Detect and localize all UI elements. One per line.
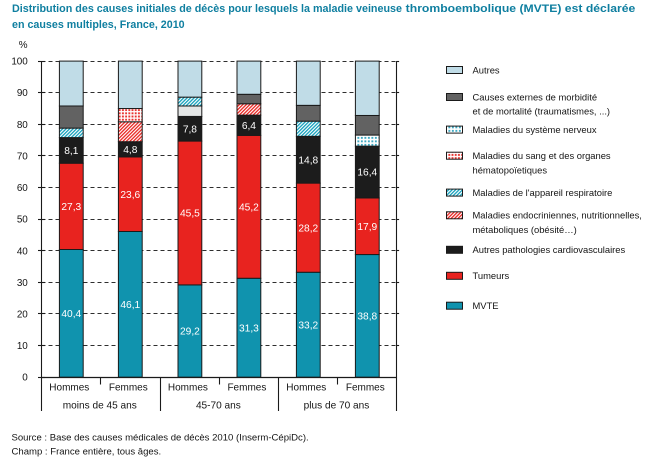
svg-text:20: 20 bbox=[17, 310, 28, 321]
svg-text:métaboliques (obésité…): métaboliques (obésité…) bbox=[473, 224, 577, 235]
svg-text:thromboembolique (MVTE) est dé: thromboembolique (MVTE) est déclarée bbox=[406, 3, 636, 15]
svg-text:33,2: 33,2 bbox=[298, 320, 318, 331]
svg-text:Maladies endocriniennes, nutri: Maladies endocriniennes, nutritionnelles… bbox=[473, 210, 642, 221]
svg-text:Femmes: Femmes bbox=[227, 382, 266, 393]
svg-text:et de mortalité (traumatismes,: et de mortalité (traumatismes, ...) bbox=[473, 106, 611, 117]
svg-text:90: 90 bbox=[17, 88, 28, 99]
svg-text:80: 80 bbox=[17, 120, 28, 131]
svg-text:hématopoïetiques: hématopoïetiques bbox=[473, 164, 548, 175]
svg-text:7,8: 7,8 bbox=[183, 124, 197, 135]
svg-text:27,3: 27,3 bbox=[61, 202, 81, 213]
svg-text:8,1: 8,1 bbox=[64, 146, 78, 157]
svg-text:0: 0 bbox=[22, 373, 28, 384]
svg-text:Maladies du sang et des organe: Maladies du sang et des organes bbox=[473, 150, 611, 161]
svg-text:40: 40 bbox=[17, 246, 28, 257]
svg-text:Autres: Autres bbox=[473, 64, 500, 75]
svg-text:Femmes: Femmes bbox=[109, 382, 148, 393]
svg-text:60: 60 bbox=[17, 183, 28, 194]
svg-text:70: 70 bbox=[17, 151, 28, 162]
svg-text:30: 30 bbox=[17, 278, 28, 289]
svg-text:Champ : France entière, tous â: Champ : France entière, tous âges. bbox=[12, 447, 162, 458]
svg-text:Hommes: Hommes bbox=[49, 382, 89, 393]
svg-text:Femmes: Femmes bbox=[346, 382, 385, 393]
svg-text:en causes multiples, France, 2: en causes multiples, France, 2010 bbox=[12, 19, 185, 31]
svg-text:16,4: 16,4 bbox=[357, 168, 377, 179]
svg-text:38,8: 38,8 bbox=[357, 312, 377, 323]
svg-text:Tumeurs: Tumeurs bbox=[473, 270, 510, 281]
svg-text:Causes externes de morbidité: Causes externes de morbidité bbox=[473, 91, 598, 102]
svg-text:6,4: 6,4 bbox=[242, 121, 256, 132]
svg-text:Autres pathologies cardiovascu: Autres pathologies cardiovasculaires bbox=[473, 244, 626, 255]
svg-text:Source : Base des causes médic: Source : Base des causes médicales de dé… bbox=[12, 432, 309, 443]
svg-text:4,8: 4,8 bbox=[123, 145, 137, 156]
svg-text:%: % bbox=[19, 40, 28, 51]
svg-text:plus de 70 ans: plus de 70 ans bbox=[304, 401, 370, 412]
svg-text:Hommes: Hommes bbox=[286, 382, 326, 393]
svg-text:46,1: 46,1 bbox=[120, 300, 140, 311]
svg-text:29,2: 29,2 bbox=[180, 327, 200, 338]
svg-text:Maladies du système nerveux: Maladies du système nerveux bbox=[473, 124, 597, 135]
svg-text:Hommes: Hommes bbox=[168, 382, 208, 393]
svg-text:10: 10 bbox=[17, 341, 28, 352]
svg-text:28,2: 28,2 bbox=[298, 223, 318, 234]
svg-text:100: 100 bbox=[11, 57, 28, 68]
svg-text:31,3: 31,3 bbox=[239, 323, 259, 334]
svg-text:14,8: 14,8 bbox=[298, 155, 318, 166]
svg-text:45,2: 45,2 bbox=[239, 202, 259, 213]
svg-text:40,4: 40,4 bbox=[61, 309, 81, 320]
svg-text:MVTE: MVTE bbox=[473, 300, 499, 311]
svg-text:Maladies de l'appareil respira: Maladies de l'appareil respiratoire bbox=[473, 187, 613, 198]
svg-text:50: 50 bbox=[17, 215, 28, 226]
svg-text:23,6: 23,6 bbox=[120, 190, 140, 201]
svg-text:Distribution des causes initia: Distribution des causes initiales de déc… bbox=[12, 3, 402, 15]
svg-text:moins de 45 ans: moins de 45 ans bbox=[63, 401, 137, 412]
svg-text:17,9: 17,9 bbox=[357, 222, 377, 233]
svg-text:45-70 ans: 45-70 ans bbox=[196, 401, 241, 412]
svg-text:45,5: 45,5 bbox=[180, 209, 200, 220]
